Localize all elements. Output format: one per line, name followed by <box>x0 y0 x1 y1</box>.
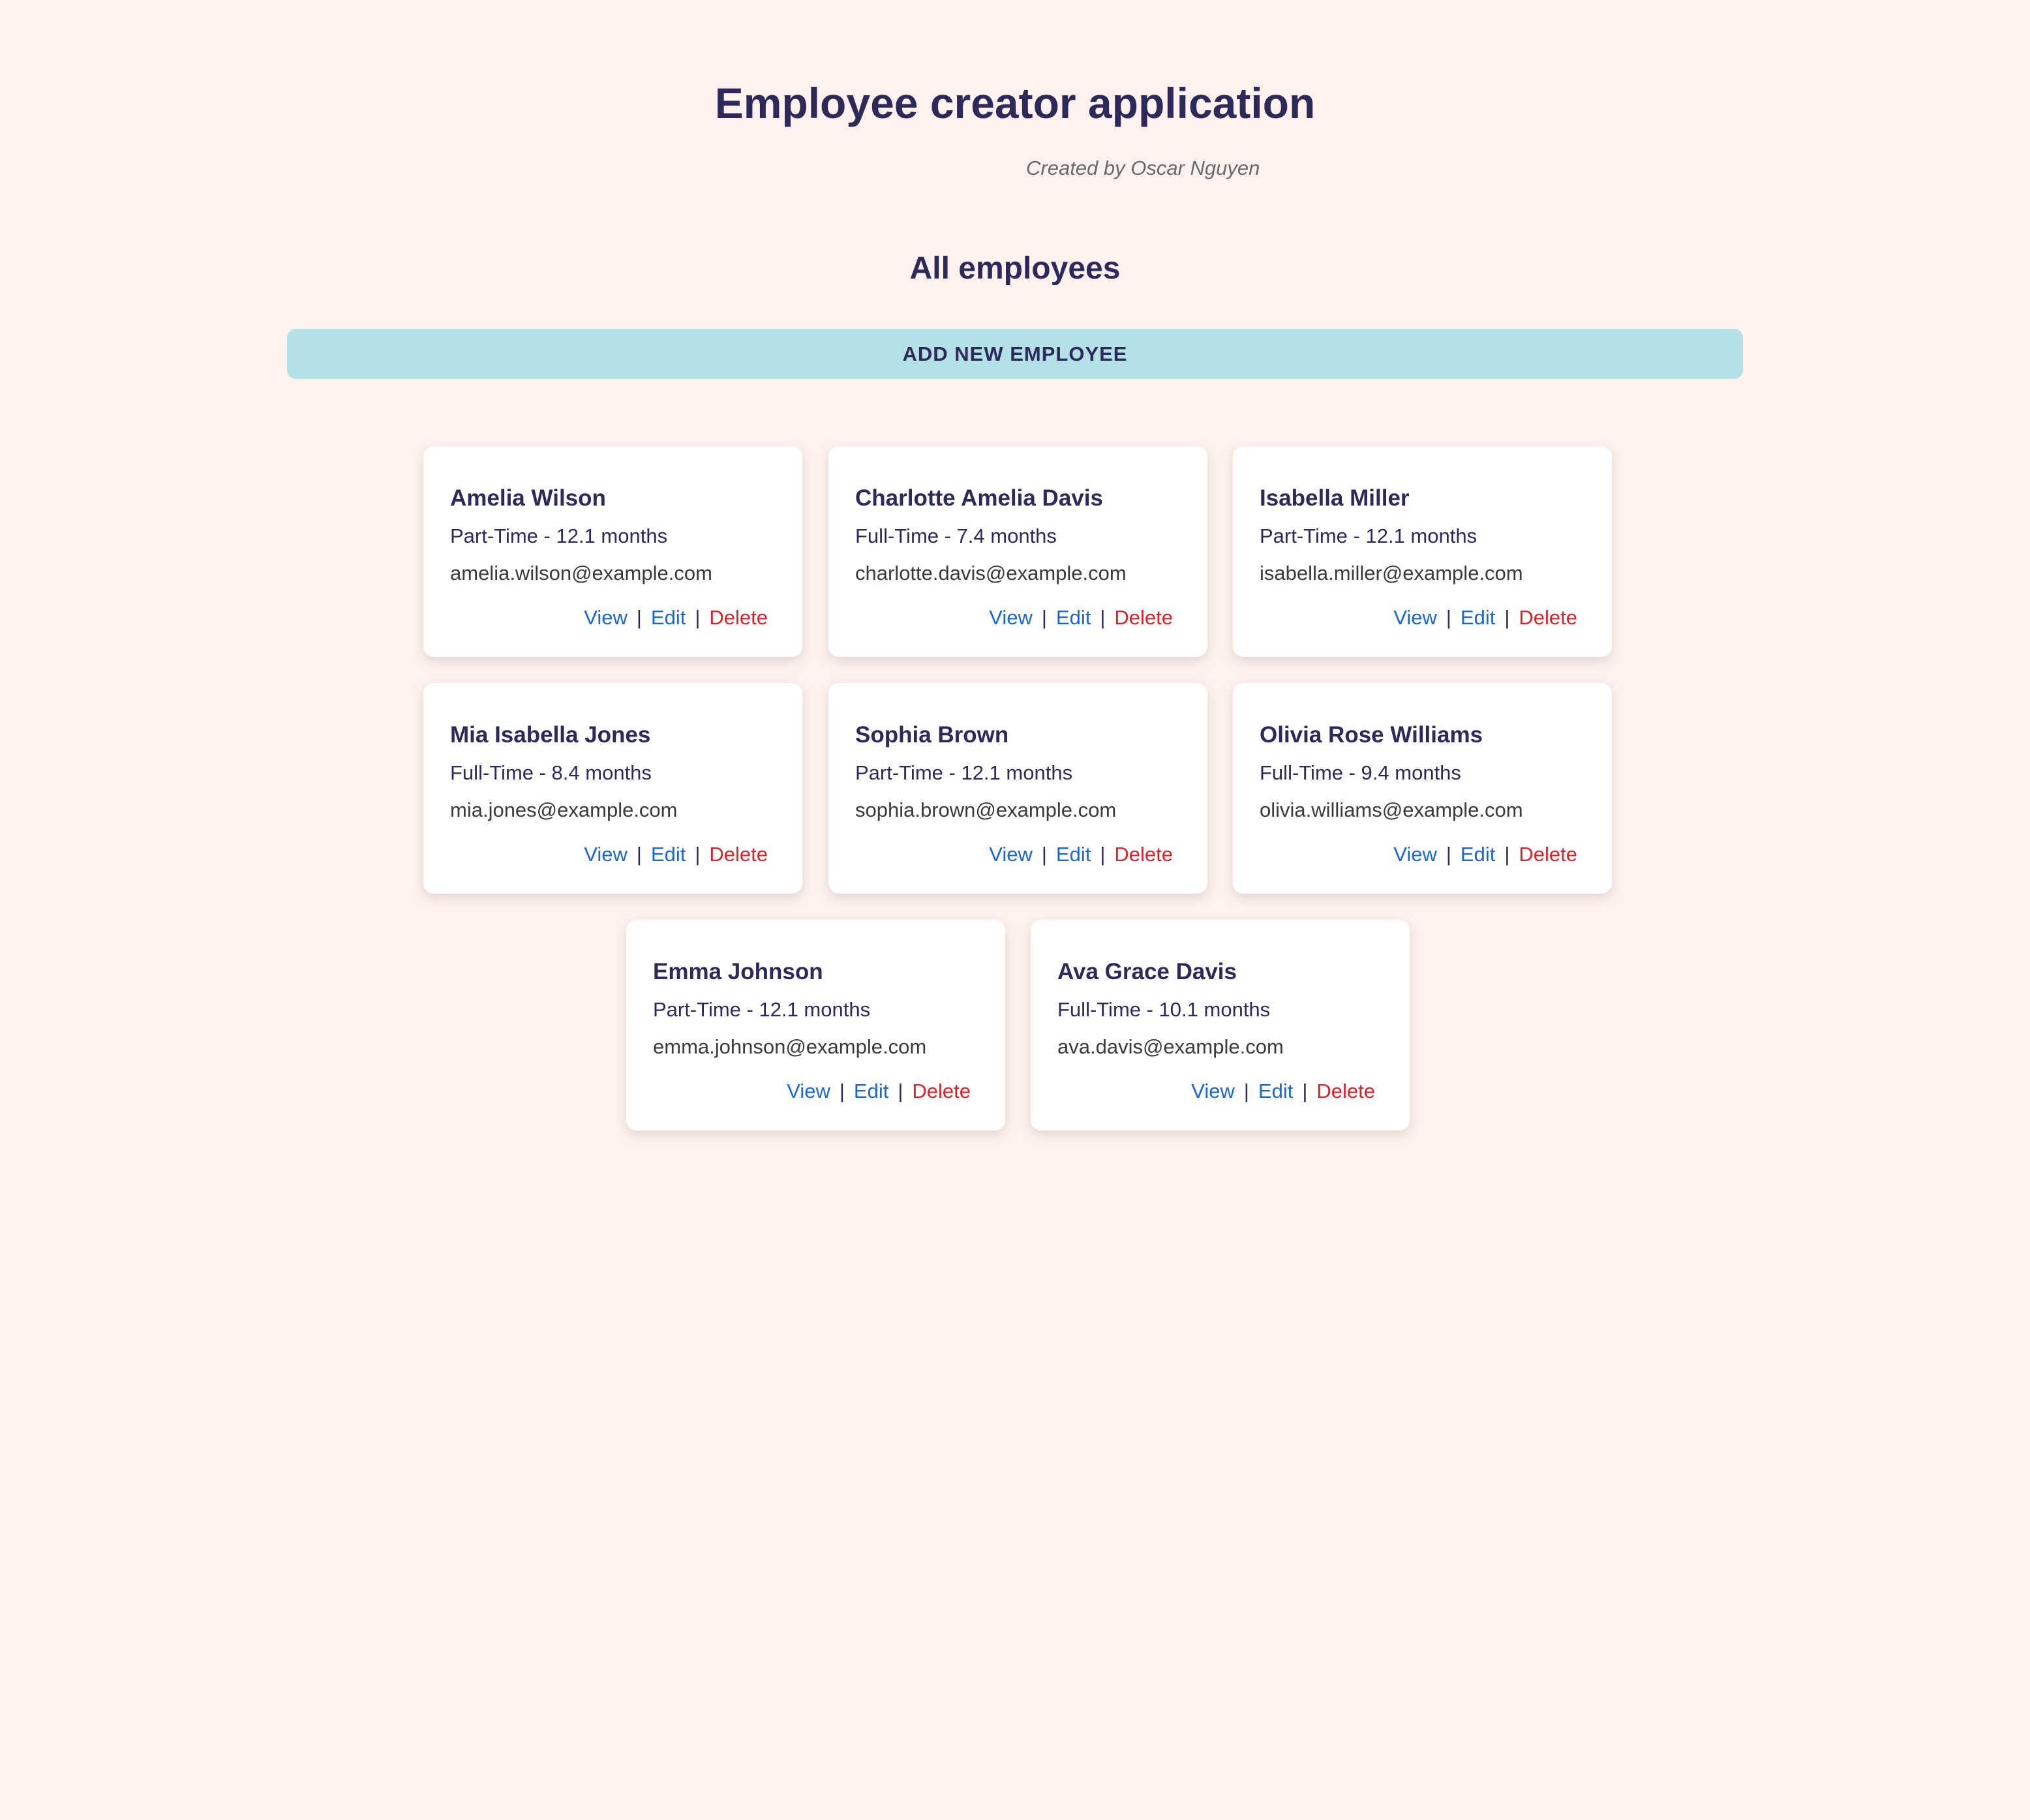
view-link[interactable]: View <box>787 1080 830 1102</box>
delete-link[interactable]: Delete <box>912 1080 971 1102</box>
action-separator: | <box>1446 606 1451 629</box>
card-actions: View | Edit | Delete <box>1393 842 1577 868</box>
employee-email: charlotte.davis@example.com <box>855 562 1127 584</box>
action-separator: | <box>1100 843 1106 866</box>
action-separator: | <box>695 843 701 866</box>
action-separator: | <box>1504 606 1510 629</box>
app-title: Employee creator application <box>714 79 1316 127</box>
view-link[interactable]: View <box>584 843 628 866</box>
employee-card: Emma Johnson Part-Time - 12.1 months emma.… <box>626 920 1005 1130</box>
action-separator: | <box>695 606 701 629</box>
action-separator: | <box>1041 843 1047 866</box>
employment-summary: Full-Time - 8.4 months <box>450 761 652 784</box>
action-separator: | <box>636 606 642 629</box>
delete-link[interactable]: Delete <box>1519 606 1577 629</box>
edit-link[interactable]: Edit <box>1460 843 1496 866</box>
card-actions: View | Edit | Delete <box>989 842 1173 868</box>
edit-link[interactable]: Edit <box>853 1080 889 1102</box>
view-link[interactable]: View <box>1191 1080 1235 1102</box>
employee-name: Charlotte Amelia Davis <box>855 485 1103 511</box>
action-separator: | <box>1243 1080 1249 1102</box>
employment-summary: Full-Time - 10.1 months <box>1057 998 1271 1021</box>
employment-summary: Part-Time - 12.1 months <box>653 998 871 1021</box>
employee-email: amelia.wilson@example.com <box>450 562 712 584</box>
employee-email: mia.jones@example.com <box>450 798 678 821</box>
employee-card: Amelia Wilson Part-Time - 12.1 months amel… <box>423 446 802 657</box>
edit-link[interactable]: Edit <box>650 843 686 866</box>
employee-name: Isabella Miller <box>1260 485 1410 511</box>
edit-link[interactable]: Edit <box>1055 843 1091 866</box>
card-actions: View | Edit | Delete <box>584 842 768 868</box>
action-separator: | <box>1446 843 1451 866</box>
card-actions: View | Edit | Delete <box>989 605 1173 631</box>
card-actions: View | Edit | Delete <box>1191 1078 1375 1104</box>
view-link[interactable]: View <box>989 843 1033 866</box>
employment-summary: Full-Time - 9.4 months <box>1260 761 1461 784</box>
action-separator: | <box>898 1080 903 1102</box>
employment-summary: Part-Time - 12.1 months <box>855 761 1073 784</box>
employment-summary: Full-Time - 7.4 months <box>855 524 1057 547</box>
employee-card: Isabella Miller Part-Time - 12.1 months is… <box>1233 446 1612 657</box>
action-separator: | <box>1504 843 1510 866</box>
view-link[interactable]: View <box>1393 606 1437 629</box>
edit-link[interactable]: Edit <box>1258 1080 1294 1102</box>
employee-card: Charlotte Amelia Davis Full-Time - 7.4 mo… <box>828 446 1207 657</box>
employee-name: Amelia Wilson <box>450 485 606 511</box>
employee-card: Olivia Rose Williams Full-Time - 9.4 mont… <box>1233 683 1612 894</box>
employee-email: olivia.williams@example.com <box>1260 798 1523 821</box>
edit-link[interactable]: Edit <box>1055 606 1091 629</box>
employee-name: Ava Grace Davis <box>1057 959 1237 984</box>
action-separator: | <box>839 1080 845 1102</box>
delete-link[interactable]: Delete <box>1519 843 1577 866</box>
employee-name: Emma Johnson <box>653 959 823 984</box>
view-link[interactable]: View <box>584 606 628 629</box>
employee-card: Mia Isabella Jones Full-Time - 8.4 months… <box>423 683 802 894</box>
employee-name: Olivia Rose Williams <box>1260 722 1483 748</box>
section-title: All employees <box>909 251 1121 286</box>
view-link[interactable]: View <box>1393 843 1437 866</box>
employment-summary: Part-Time - 12.1 months <box>1260 524 1477 547</box>
employee-card: Ava Grace Davis Full-Time - 10.1 months av… <box>1031 920 1410 1130</box>
employee-name: Sophia Brown <box>855 722 1009 748</box>
view-link[interactable]: View <box>989 606 1033 629</box>
add-new-employee-button[interactable]: ADD NEW EMPLOYEE <box>287 329 1743 379</box>
delete-link[interactable]: Delete <box>1114 606 1173 629</box>
employee-card: Sophia Brown Part-Time - 12.1 months sophi… <box>828 683 1207 894</box>
delete-link[interactable]: Delete <box>1316 1080 1375 1102</box>
card-actions: View | Edit | Delete <box>584 605 768 631</box>
employment-summary: Part-Time - 12.1 months <box>450 524 668 547</box>
employee-name: Mia Isabella Jones <box>450 722 651 748</box>
edit-link[interactable]: Edit <box>1460 606 1496 629</box>
employee-email: ava.davis@example.com <box>1057 1035 1284 1058</box>
action-separator: | <box>636 843 642 866</box>
card-actions: View | Edit | Delete <box>787 1078 971 1104</box>
card-actions: View | Edit | Delete <box>1393 605 1577 631</box>
employee-email: sophia.brown@example.com <box>855 798 1117 821</box>
author-byline: Created by Oscar Nguyen <box>1026 157 1260 179</box>
delete-link[interactable]: Delete <box>709 843 768 866</box>
delete-link[interactable]: Delete <box>709 606 768 629</box>
action-separator: | <box>1302 1080 1308 1102</box>
action-separator: | <box>1041 606 1047 629</box>
delete-link[interactable]: Delete <box>1114 843 1173 866</box>
employee-email: isabella.miller@example.com <box>1260 562 1523 584</box>
edit-link[interactable]: Edit <box>650 606 686 629</box>
employee-email: emma.johnson@example.com <box>653 1035 927 1058</box>
action-separator: | <box>1100 606 1106 629</box>
